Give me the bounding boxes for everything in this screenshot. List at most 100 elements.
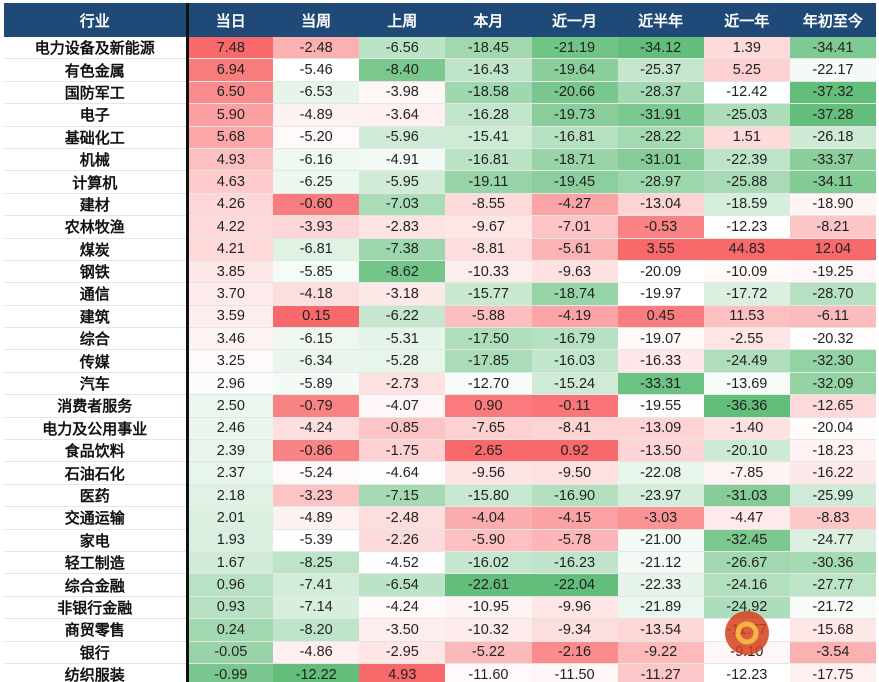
heatmap-cell: 2.01 xyxy=(187,506,274,530)
heatmap-cell: -16.79 xyxy=(531,327,618,351)
heatmap-cell: -1.75 xyxy=(359,439,446,463)
heatmap-cell: 1.93 xyxy=(187,529,274,552)
heatmap-cell: -36.36 xyxy=(703,394,790,418)
heatmap-cell: -18.58 xyxy=(445,81,532,105)
industry-name: 家电 xyxy=(4,529,189,552)
heatmap-cell: -9.22 xyxy=(617,641,704,664)
heatmap-cell: -6.11 xyxy=(789,305,876,329)
heatmap-cell: -31.03 xyxy=(703,484,790,508)
heatmap-cell: -15.41 xyxy=(445,126,532,149)
column-header: 行业 xyxy=(4,3,189,37)
table-row: 煤炭 4.21 -6.81 -7.38 -8.81 -5.61 3.55 44.83 12.04 xyxy=(4,238,876,261)
heatmap-cell: 7.48 xyxy=(187,37,274,60)
heatmap-cell: -10.33 xyxy=(445,260,532,284)
heatmap-cell: 1.67 xyxy=(187,551,274,575)
heatmap-cell: -0.99 xyxy=(187,663,274,682)
heatmap-cell: 3.55 xyxy=(617,238,704,261)
heatmap-cell: -22.17 xyxy=(789,58,876,82)
heatmap-cell: 1.51 xyxy=(703,126,790,149)
heatmap-cell: 4.93 xyxy=(187,148,274,172)
heatmap-cell: -12.23 xyxy=(703,663,790,682)
column-header: 当日 xyxy=(187,3,274,37)
heatmap-cell: -24.49 xyxy=(703,349,790,373)
heatmap-cell: -31.91 xyxy=(617,103,704,127)
heatmap-cell: -2.48 xyxy=(273,37,360,60)
heatmap-cell: -7.65 xyxy=(445,417,532,441)
table-row: 电力及公用事业 2.46 -4.24 -0.85 -7.65 -8.41 -13.09 -1.… xyxy=(4,417,876,441)
heatmap-cell: -12.42 xyxy=(703,81,790,105)
heatmap-cell: -25.88 xyxy=(703,170,790,194)
heatmap-cell: -16.03 xyxy=(531,349,618,373)
heatmap-cell: -8.83 xyxy=(789,506,876,530)
heatmap-cell: -7.01 xyxy=(531,215,618,239)
table-row: 国防军工 6.50 -6.53 -3.98 -18.58 -20.66 -28.37 -12.… xyxy=(4,81,876,105)
heatmap-cell: 2.96 xyxy=(187,372,274,396)
industry-name: 计算机 xyxy=(4,170,189,194)
heatmap-cell: -16.81 xyxy=(531,126,618,149)
heatmap-cell: 4.22 xyxy=(187,215,274,239)
heatmap-cell: 12.04 xyxy=(789,238,876,261)
table-row: 家电 1.93 -5.39 -2.26 -5.90 -5.78 -21.00 -32.45 -2… xyxy=(4,529,876,552)
heatmap-cell: -19.11 xyxy=(445,170,532,194)
heatmap-cell: -9.50 xyxy=(531,461,618,485)
heatmap-cell: 2.37 xyxy=(187,461,274,485)
table-row: 交通运输 2.01 -4.89 -2.48 -4.04 -4.15 -3.03 -4.47 -8… xyxy=(4,506,876,530)
heatmap-cell: -2.73 xyxy=(359,372,446,396)
heatmap-cell: -5.95 xyxy=(359,170,446,194)
heatmap-cell: -15.68 xyxy=(789,618,876,642)
heatmap-cell: 2.50 xyxy=(187,394,274,418)
heatmap-cell: -16.23 xyxy=(531,551,618,575)
heatmap-cell: -0.85 xyxy=(359,417,446,441)
table-row: 商贸零售 0.24 -8.20 -3.50 -10.32 -9.34 -13.54 -11.7… xyxy=(4,618,876,642)
heatmap-cell: -13.69 xyxy=(703,372,790,396)
heatmap-cell: -22.08 xyxy=(617,461,704,485)
heatmap-cell: -19.64 xyxy=(531,58,618,82)
table-row: 医药 2.18 -3.23 -7.15 -15.80 -16.90 -23.97 -31.03… xyxy=(4,484,876,508)
heatmap-cell: -3.03 xyxy=(617,506,704,530)
heatmap-cell: -8.20 xyxy=(273,618,360,642)
heatmap-cell: -19.97 xyxy=(617,282,704,306)
heatmap-cell: -18.90 xyxy=(789,193,876,217)
heatmap-cell: -12.70 xyxy=(445,372,532,396)
table-row: 综合金融 0.96 -7.41 -6.54 -22.61 -22.04 -22.33 -24.… xyxy=(4,573,876,597)
heatmap-cell: -12.65 xyxy=(789,394,876,418)
heatmap-cell: -20.04 xyxy=(789,417,876,441)
heatmap-cell: -22.04 xyxy=(531,573,618,597)
industry-name: 有色金属 xyxy=(4,58,189,82)
table-row: 电子 5.90 -4.89 -3.64 -16.28 -19.73 -31.91 -25.03… xyxy=(4,103,876,127)
heatmap-cell: -2.83 xyxy=(359,215,446,239)
heatmap-cell: -5.20 xyxy=(273,126,360,149)
heatmap-cell: -4.24 xyxy=(273,417,360,441)
heatmap-cell: -12.23 xyxy=(703,215,790,239)
heatmap-cell: -25.37 xyxy=(617,58,704,82)
heatmap-cell: -16.33 xyxy=(617,349,704,373)
heatmap-cell: -8.55 xyxy=(445,193,532,217)
heatmap-cell: -34.41 xyxy=(789,37,876,60)
heatmap-cell: -24.92 xyxy=(703,596,790,620)
heatmap-cell: -19.25 xyxy=(789,260,876,284)
heatmap-cell: -8.62 xyxy=(359,260,446,284)
heatmap-cell: -18.23 xyxy=(789,439,876,463)
heatmap-cell: -24.16 xyxy=(703,573,790,597)
heatmap-cell: -2.55 xyxy=(703,327,790,351)
heatmap-cell: -15.77 xyxy=(445,282,532,306)
heatmap-cell: -22.61 xyxy=(445,573,532,597)
header-row: 行业 当日 当周 上周 本月 近一月 近半年 近一年 年初至今 xyxy=(4,3,876,37)
industry-name: 电力设备及新能源 xyxy=(4,37,189,60)
heatmap-cell: 3.85 xyxy=(187,260,274,284)
heatmap-cell: 2.65 xyxy=(445,439,532,463)
heatmap-cell: -4.89 xyxy=(273,103,360,127)
heatmap-cell: -6.54 xyxy=(359,573,446,597)
heatmap-cell: -28.37 xyxy=(617,81,704,105)
heatmap-cell: -9.67 xyxy=(445,215,532,239)
column-header: 近一月 xyxy=(531,3,618,37)
industry-name: 建材 xyxy=(4,193,189,217)
industry-name: 机械 xyxy=(4,148,189,172)
heatmap-cell: -19.07 xyxy=(617,327,704,351)
heatmap-cell: -3.50 xyxy=(359,618,446,642)
heatmap-cell: 3.25 xyxy=(187,349,274,373)
heatmap-cell: 0.15 xyxy=(273,305,360,329)
heatmap-cell: -7.14 xyxy=(273,596,360,620)
heatmap-cell: -13.50 xyxy=(617,439,704,463)
heatmap-cell: -7.15 xyxy=(359,484,446,508)
